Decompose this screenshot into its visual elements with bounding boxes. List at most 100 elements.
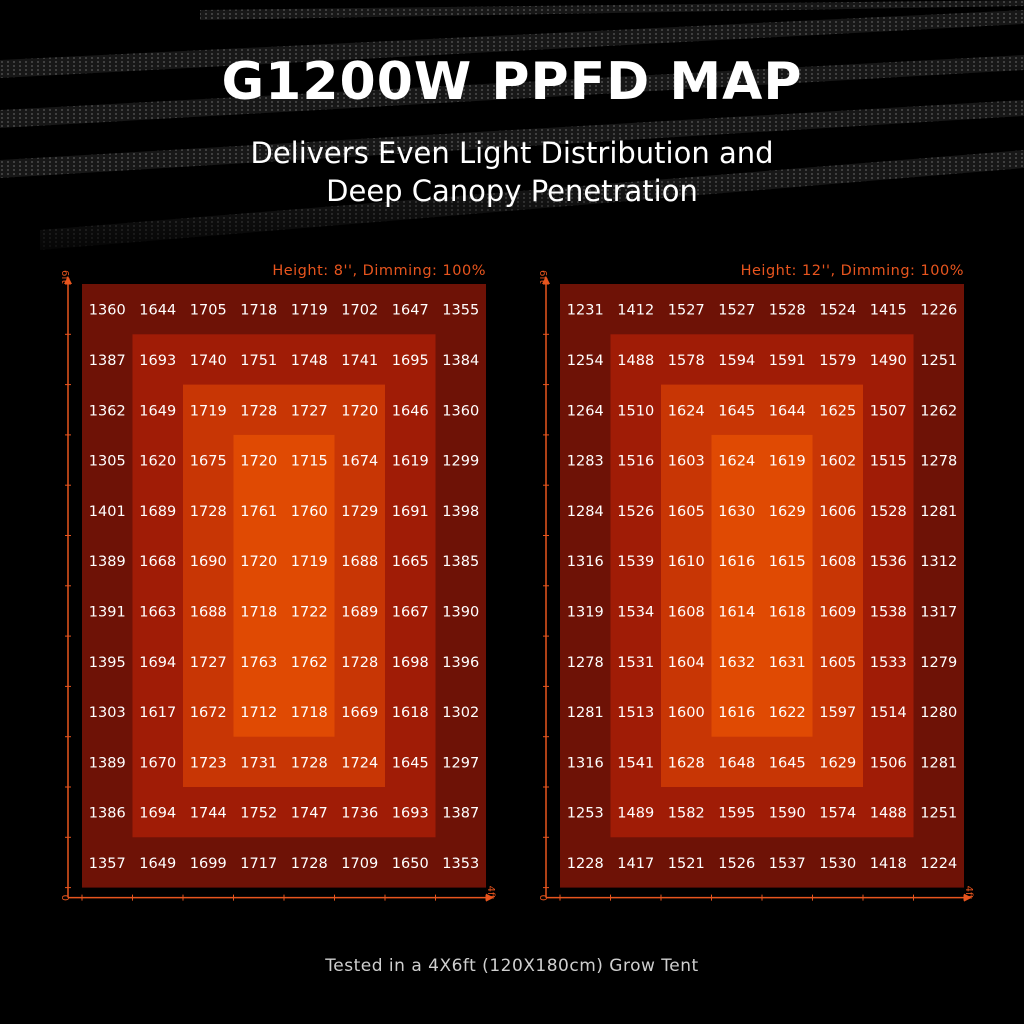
ppfd-value: 1729: [341, 504, 378, 520]
ppfd-value: 1624: [668, 403, 705, 419]
ppfd-value: 1744: [190, 806, 227, 822]
ppfd-value: 1723: [190, 755, 227, 771]
ppfd-value: 1396: [442, 655, 479, 671]
ppfd-value: 1622: [769, 705, 806, 721]
ppfd-value: 1590: [769, 806, 806, 822]
ppfd-value: 1690: [190, 554, 227, 570]
ppfd-value: 1617: [139, 705, 176, 721]
ppfd-value: 1618: [769, 604, 806, 620]
ppfd-value: 1303: [89, 705, 126, 721]
ppfd-value: 1705: [190, 303, 227, 319]
ppfd-value: 1385: [442, 554, 479, 570]
ppfd-value: 1693: [392, 806, 429, 822]
ppfd-value: 1524: [819, 303, 856, 319]
ppfd-value: 1280: [920, 705, 957, 721]
ppfd-value: 1514: [870, 705, 907, 721]
ppfd-value: 1278: [567, 655, 604, 671]
ppfd-value: 1579: [819, 353, 856, 369]
ppfd-value: 1694: [139, 655, 176, 671]
ppfd-value: 1264: [567, 403, 604, 419]
ppfd-value: 1741: [341, 353, 378, 369]
ppfd-value: 1516: [617, 454, 654, 470]
intensity-band-4: [711, 434, 813, 737]
ppfd-value: 1595: [718, 806, 755, 822]
ppfd-value: 1418: [870, 856, 907, 872]
ppfd-value: 1417: [617, 856, 654, 872]
ppfd-value: 1752: [240, 806, 277, 822]
ppfd-value: 1528: [870, 504, 907, 520]
ppfd-value: 1740: [190, 353, 227, 369]
ppfd-value: 1582: [668, 806, 705, 822]
ppfd-value: 1672: [190, 705, 227, 721]
subtitle-line-1: Delivers Even Light Distribution and: [250, 136, 774, 170]
ppfd-value: 1357: [89, 856, 126, 872]
ppfd-value: 1702: [341, 303, 378, 319]
page-subtitle: Delivers Even Light Distribution and Dee…: [0, 134, 1024, 210]
ppfd-value: 1506: [870, 755, 907, 771]
ppfd-value: 1620: [139, 454, 176, 470]
ppfd-value: 1536: [870, 554, 907, 570]
ppfd-value: 1619: [392, 454, 429, 470]
ppfd-value: 1718: [240, 604, 277, 620]
ppfd-value: 1689: [139, 504, 176, 520]
ppfd-value: 1727: [190, 655, 227, 671]
ppfd-value: 1251: [920, 353, 957, 369]
ppfd-value: 1751: [240, 353, 277, 369]
ppfd-value: 1279: [920, 655, 957, 671]
ppfd-value: 1574: [819, 806, 856, 822]
ppfd-value: 1720: [240, 554, 277, 570]
ppfd-value: 1689: [341, 604, 378, 620]
ppfd-value: 1646: [392, 403, 429, 419]
ppfd-value: 1719: [291, 303, 328, 319]
map-title: Height: 12'', Dimming: 100%: [741, 263, 964, 279]
ppfd-value: 1531: [617, 655, 654, 671]
ppfd-value: 1600: [668, 705, 705, 721]
ppfd-value: 1527: [668, 303, 705, 319]
ppfd-value: 1720: [240, 454, 277, 470]
ppfd-value: 1488: [870, 806, 907, 822]
ppfd-value: 1667: [392, 604, 429, 620]
ppfd-value: 1728: [291, 755, 328, 771]
ppfd-value: 1281: [567, 705, 604, 721]
ppfd-value: 1722: [291, 604, 328, 620]
ppfd-value: 1675: [190, 454, 227, 470]
ppfd-value: 1594: [718, 353, 755, 369]
ppfd-value: 1603: [668, 454, 705, 470]
ppfd-value: 1728: [291, 856, 328, 872]
ppfd-value: 1578: [668, 353, 705, 369]
ppfd-value: 1312: [920, 554, 957, 570]
ppfd-value: 1231: [567, 303, 604, 319]
ppfd-value: 1629: [769, 504, 806, 520]
ppfd-value: 1538: [870, 604, 907, 620]
ppfd-value: 1389: [89, 755, 126, 771]
ppfd-value: 1761: [240, 504, 277, 520]
ppfd-value: 1391: [89, 604, 126, 620]
ppfd-value: 1389: [89, 554, 126, 570]
ppfd-value: 1719: [190, 403, 227, 419]
ppfd-value: 1616: [718, 705, 755, 721]
ppfd-value: 1526: [718, 856, 755, 872]
ppfd-value: 1228: [567, 856, 604, 872]
ppfd-value: 1541: [617, 755, 654, 771]
ppfd-value: 1698: [392, 655, 429, 671]
ppfd-value: 1297: [442, 755, 479, 771]
ppfd-value: 1604: [668, 655, 705, 671]
ppfd-value: 1387: [89, 353, 126, 369]
ppfd-value: 1718: [240, 303, 277, 319]
ppfd-value: 1534: [617, 604, 654, 620]
ppfd-value: 1712: [240, 705, 277, 721]
ppfd-value: 1528: [769, 303, 806, 319]
ppfd-value: 1644: [769, 403, 806, 419]
ppfd-value: 1649: [139, 403, 176, 419]
origin-label: 0: [538, 895, 548, 901]
ppfd-value: 1539: [617, 554, 654, 570]
ppfd-value: 1762: [291, 655, 328, 671]
ppfd-value: 1608: [668, 604, 705, 620]
page-title: G1200W PPFD MAP: [221, 52, 803, 112]
ppfd-value: 1668: [139, 554, 176, 570]
ppfd-value: 1384: [442, 353, 479, 369]
ppfd-value: 1305: [89, 454, 126, 470]
ppfd-value: 1387: [442, 806, 479, 822]
ppfd-value: 1488: [617, 353, 654, 369]
ppfd-value: 1736: [341, 806, 378, 822]
